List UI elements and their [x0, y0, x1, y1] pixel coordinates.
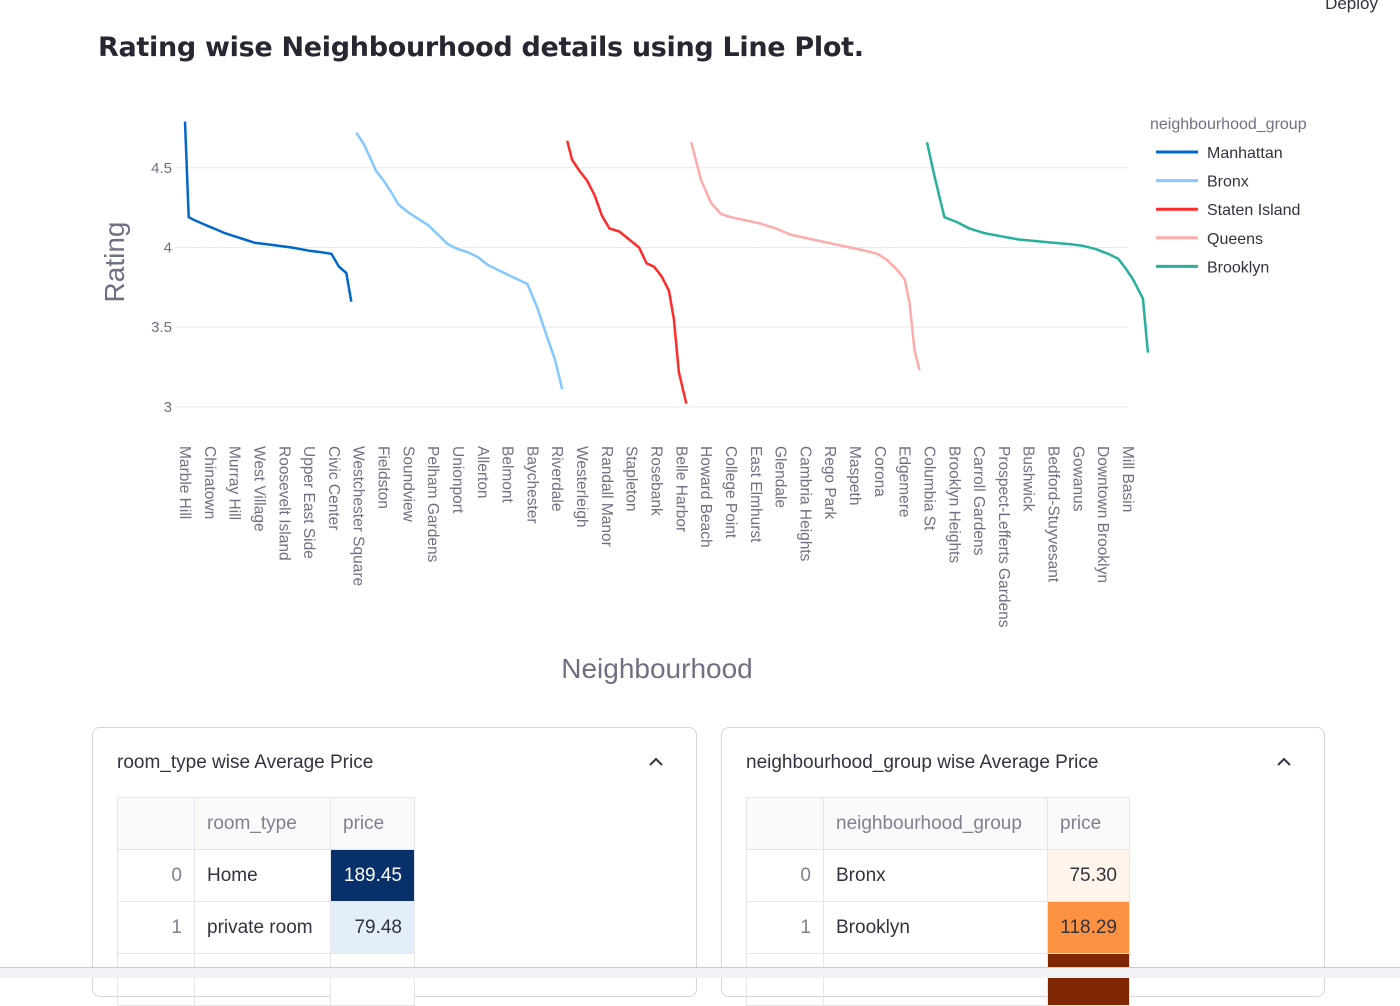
- y-tick-label: 4: [164, 239, 172, 256]
- column-header-index: [117, 797, 195, 850]
- column-header-index: [746, 797, 824, 850]
- legend-entry[interactable]: Staten Island: [1207, 202, 1300, 219]
- x-tick-label: Marble Hill: [176, 446, 193, 519]
- x-tick-label: Stapleton: [623, 446, 640, 512]
- series-line-bronx[interactable]: [355, 132, 564, 390]
- row-index: 0: [746, 849, 824, 902]
- column-header-neighbourhood-group[interactable]: neighbourhood_group: [823, 797, 1048, 850]
- series-line-manhattan[interactable]: [183, 121, 353, 302]
- x-tick-label: Glendale: [772, 446, 789, 508]
- room-type-cell: private room: [194, 901, 331, 954]
- column-header-price[interactable]: price: [1047, 797, 1130, 850]
- price-cell: 75.30: [1047, 849, 1130, 902]
- x-tick-label: Roosevelt Island: [275, 446, 292, 561]
- series-line-brooklyn[interactable]: [925, 142, 1150, 353]
- neighbourhood-group-cell: Bronx: [823, 849, 1048, 902]
- column-header-price[interactable]: price: [330, 797, 415, 850]
- row-index: [746, 953, 824, 1006]
- table-header-row: neighbourhood_group price: [746, 797, 1130, 850]
- page-title: Rating wise Neighbourhood details using …: [98, 32, 864, 63]
- table-row: 1 private room 79.48: [117, 901, 415, 954]
- x-tick-label: Edgemere: [896, 446, 913, 518]
- table-header-row: room_type price: [117, 797, 415, 850]
- x-tick-label: Mill Basin: [1119, 446, 1136, 512]
- x-tick-label: Gowanus: [1069, 446, 1086, 512]
- room-type-cell: Home: [194, 849, 331, 902]
- column-header-room-type[interactable]: room_type: [194, 797, 331, 850]
- x-tick-label: Maspeth: [846, 446, 863, 505]
- x-tick-label: Brooklyn Heights: [945, 446, 962, 563]
- price-cell: [1047, 953, 1130, 1006]
- price-cell: [330, 953, 415, 1006]
- series-line-staten-island[interactable]: [565, 140, 688, 404]
- x-tick-label: Fieldston: [375, 446, 392, 509]
- room-type-cell: [194, 953, 331, 1006]
- y-axis-label: Rating: [99, 222, 130, 303]
- x-tick-label: Downtown Brooklyn: [1094, 446, 1111, 583]
- rating-line-chart[interactable]: 3 3.5 4 4.5 Marble Hill Chinatown Murray Hill…: [0, 90, 1400, 700]
- chevron-up-icon[interactable]: [1274, 752, 1294, 772]
- x-tick-label: Carroll Gardens: [970, 446, 987, 556]
- bottom-scrollbar[interactable]: [0, 967, 1400, 978]
- price-cell: 189.45: [330, 849, 415, 902]
- x-tick-label: Prospect-Lefferts Gardens: [995, 446, 1012, 628]
- x-tick-label: Belmont: [499, 446, 516, 504]
- x-tick-label: Civic Center: [325, 446, 342, 530]
- price-cell: 79.48: [330, 901, 415, 954]
- x-tick-label: Upper East Side: [300, 446, 317, 559]
- x-tick-label: Soundview: [399, 446, 416, 523]
- y-tick-label: 3: [164, 399, 172, 416]
- x-tick-label: Westchester Square: [350, 446, 367, 586]
- y-tick-label: 4.5: [151, 160, 172, 177]
- legend-entry[interactable]: Bronx: [1207, 174, 1249, 191]
- table-row: 1 Brooklyn 118.29: [746, 901, 1130, 954]
- legend-entry[interactable]: Manhattan: [1207, 145, 1283, 162]
- row-index: 0: [117, 849, 195, 902]
- table-row: [117, 953, 415, 1006]
- legend-entry[interactable]: Queens: [1207, 231, 1263, 248]
- expander-title[interactable]: neighbourhood_group wise Average Price: [746, 752, 1099, 773]
- table-row: [746, 953, 1130, 1006]
- x-axis-label: Neighbourhood: [561, 653, 753, 684]
- table-row: 0 Bronx 75.30: [746, 849, 1130, 902]
- x-tick-label: Rego Park: [821, 446, 838, 519]
- neighbourhood-group-cell: Brooklyn: [823, 901, 1048, 954]
- x-tick-label: Unionport: [449, 446, 466, 514]
- x-tick-label: Corona: [871, 446, 888, 497]
- deploy-button[interactable]: Deploy: [1325, 0, 1378, 13]
- x-tick-label: Cambria Heights: [796, 446, 813, 562]
- x-tick-label: Westerleigh: [573, 446, 590, 528]
- row-index: 1: [117, 901, 195, 954]
- x-tick-label: West Village: [250, 446, 267, 532]
- x-tick-label: Belle Harbor: [672, 446, 689, 532]
- y-tick-label: 3.5: [151, 319, 172, 336]
- x-tick-label: Pelham Gardens: [424, 446, 441, 563]
- room-type-price-table[interactable]: room_type price 0 Home 189.45 1 private …: [117, 797, 415, 1006]
- x-tick-label: Allerton: [474, 446, 491, 499]
- room-type-price-expander: room_type wise Average Price room_type p…: [92, 727, 697, 1006]
- x-tick-label: Chinatown: [201, 446, 218, 519]
- x-tick-label: Bedford-Stuyvesant: [1045, 446, 1062, 583]
- x-tick-label: Riverdale: [548, 446, 565, 511]
- row-index: [117, 953, 195, 1006]
- row-index: 1: [746, 901, 824, 954]
- x-tick-label: Murray Hill: [226, 446, 243, 520]
- x-tick-label: Baychester: [523, 446, 540, 524]
- table-row: 0 Home 189.45: [117, 849, 415, 902]
- x-tick-label: Howard Beach: [697, 446, 714, 548]
- price-cell: 118.29: [1047, 901, 1130, 954]
- neighbourhood-group-cell: [823, 953, 1048, 1006]
- series-line-queens[interactable]: [689, 141, 921, 371]
- expander-title[interactable]: room_type wise Average Price: [117, 752, 374, 773]
- x-tick-label: Rosebank: [648, 446, 665, 516]
- neighbourhood-group-price-expander: neighbourhood_group wise Average Price n…: [721, 727, 1325, 1006]
- legend-entry[interactable]: Brooklyn: [1207, 259, 1269, 276]
- x-tick-label: East Elmhurst: [747, 446, 764, 543]
- x-tick-label: College Point: [722, 446, 739, 539]
- x-tick-label: Randall Manor: [598, 446, 615, 547]
- x-tick-label: Bushwick: [1020, 446, 1037, 512]
- chevron-up-icon[interactable]: [646, 752, 666, 772]
- x-tick-label: Columbia St: [920, 446, 937, 531]
- legend-title: neighbourhood_group: [1150, 116, 1307, 133]
